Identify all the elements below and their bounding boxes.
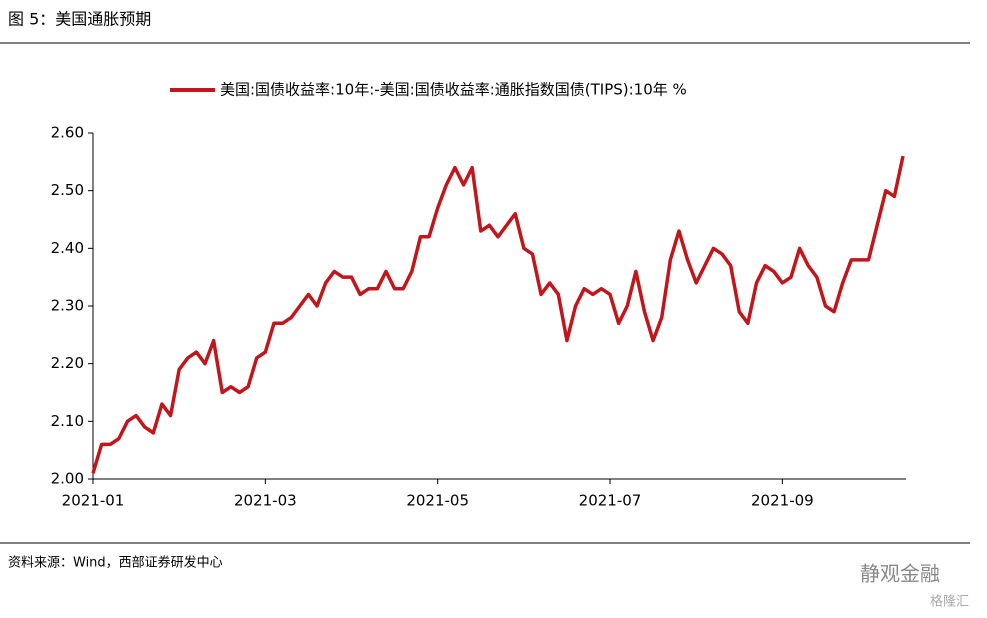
x-tick-label: 2021-01: [62, 492, 125, 510]
watermark: 格隆汇: [930, 594, 969, 610]
watermark: 静观金融: [860, 562, 940, 586]
y-tick-label: 2.00: [51, 470, 84, 488]
x-tick-label: 2021-05: [406, 492, 469, 510]
y-tick-label: 2.40: [51, 239, 84, 257]
source-note: 资料来源：Wind，西部证券研发中心: [8, 555, 223, 571]
data-line: [91, 155, 905, 474]
y-tick-label: 2.50: [51, 181, 84, 199]
y-tick-label: 2.10: [51, 412, 84, 430]
x-tick-label: 2021-09: [751, 492, 814, 510]
page-title: 图 5：美国通胀预期: [8, 10, 151, 29]
y-tick-label: 2.20: [51, 354, 84, 372]
y-tick-label: 2.60: [51, 124, 84, 142]
y-tick-label: 2.30: [51, 297, 84, 315]
x-tick-label: 2021-07: [579, 492, 642, 510]
legend-label: 美国:国债收益率:10年:-美国:国债收益率:通胀指数国债(TIPS):10年 …: [220, 81, 687, 99]
x-tick-label: 2021-03: [234, 492, 297, 510]
